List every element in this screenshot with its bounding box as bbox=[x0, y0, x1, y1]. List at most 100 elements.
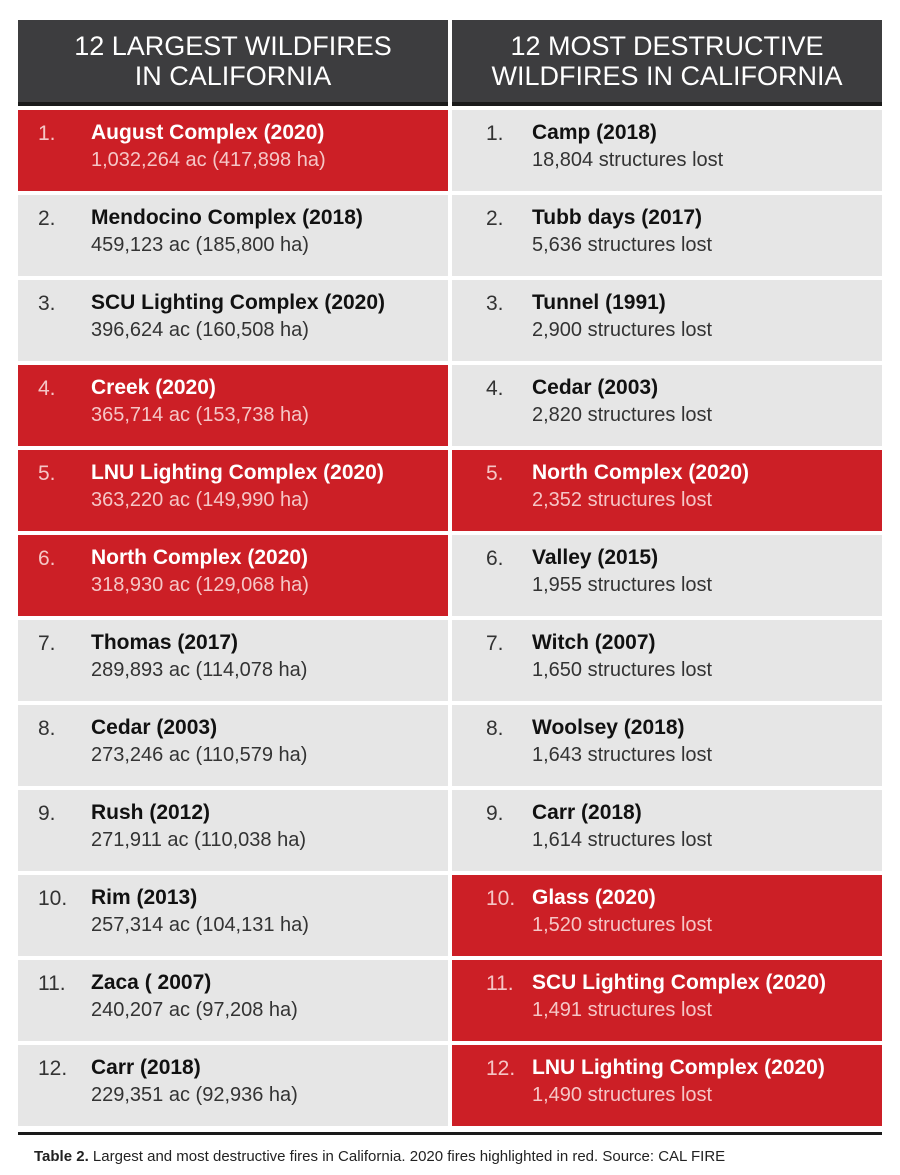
fire-detail: 1,520 structures lost bbox=[532, 914, 713, 936]
fire-detail: 273,246 ac (110,579 ha) bbox=[91, 744, 308, 766]
rank-number: 3. bbox=[38, 292, 56, 315]
fire-name: LNU Lighting Complex (2020) bbox=[532, 1056, 825, 1079]
fire-name: LNU Lighting Complex (2020) bbox=[91, 461, 384, 484]
fire-name: North Complex (2020) bbox=[532, 461, 750, 484]
table-row: 9. Carr (2018) 1,614 structures lost bbox=[452, 790, 882, 871]
table-row: 2. Mendocino Complex (2018) 459,123 ac (18… bbox=[18, 195, 448, 276]
rank-number: 10. bbox=[38, 887, 68, 910]
fire-detail: 1,650 structures lost bbox=[532, 659, 713, 681]
largest-wildfires-rows: 1. August Complex (2020) 1,032,264 ac (417… bbox=[18, 106, 448, 1132]
fire-name: Cedar (2003) bbox=[532, 376, 659, 399]
fire-name: Tubb days (2017) bbox=[532, 206, 702, 229]
fire-name: SCU Lighting Complex (2020) bbox=[91, 291, 386, 314]
table-row: 4. Cedar (2003) 2,820 structures lost bbox=[452, 365, 882, 446]
table-row: 11. SCU Lighting Complex (2020) 1,491 stru… bbox=[452, 960, 882, 1041]
rank-number: 9. bbox=[38, 802, 56, 825]
fire-name: Tunnel (1991) bbox=[532, 291, 666, 314]
fire-detail: 289,893 ac (114,078 ha) bbox=[91, 659, 308, 681]
table-row: 5. LNU Lighting Complex (2020) 363,220 ac … bbox=[18, 450, 448, 531]
fire-name: Mendocino Complex (2018) bbox=[91, 206, 363, 229]
header-line-1: 12 MOST DESTRUCTIVE bbox=[510, 31, 824, 61]
destructive-wildfires-header: 12 MOST DESTRUCTIVE WILDFIRES IN CALIFOR… bbox=[452, 20, 882, 106]
fire-name: North Complex (2020) bbox=[91, 546, 309, 569]
fire-detail: 1,614 structures lost bbox=[532, 829, 713, 851]
table-row: 10. Rim (2013) 257,314 ac (104,131 ha) bbox=[18, 875, 448, 956]
fire-detail: 365,714 ac (153,738 ha) bbox=[91, 404, 309, 426]
fire-name: Witch (2007) bbox=[532, 631, 656, 654]
fire-detail: 1,955 structures lost bbox=[532, 574, 713, 596]
fire-detail: 1,490 structures lost bbox=[532, 1084, 713, 1106]
rank-number: 2. bbox=[486, 207, 504, 230]
fire-name: Rim (2013) bbox=[91, 886, 198, 909]
table-row: 2. Tubb days (2017) 5,636 structures lost bbox=[452, 195, 882, 276]
table-row: 5. North Complex (2020) 2,352 structures l… bbox=[452, 450, 882, 531]
fire-name: Carr (2018) bbox=[91, 1056, 201, 1079]
rank-number: 7. bbox=[486, 632, 504, 655]
table-row: 9. Rush (2012) 271,911 ac (110,038 ha) bbox=[18, 790, 448, 871]
fire-name: Cedar (2003) bbox=[91, 716, 218, 739]
fire-name: Thomas (2017) bbox=[91, 631, 239, 654]
rank-number: 12. bbox=[486, 1057, 516, 1080]
header-line-2: WILDFIRES IN CALIFORNIA bbox=[491, 61, 843, 91]
caption-label: Table 2. bbox=[34, 1148, 89, 1165]
rank-number: 8. bbox=[38, 717, 56, 740]
table-row: 8. Cedar (2003) 273,246 ac (110,579 ha) bbox=[18, 705, 448, 786]
rank-number: 7. bbox=[38, 632, 56, 655]
table-row: 12. LNU Lighting Complex (2020) 1,490 stru… bbox=[452, 1045, 882, 1126]
table-bottom-rule bbox=[18, 1132, 882, 1135]
destructive-wildfires-column: 12 MOST DESTRUCTIVE WILDFIRES IN CALIFOR… bbox=[452, 20, 882, 1132]
fire-name: Zaca ( 2007) bbox=[91, 971, 212, 994]
fire-detail: 1,643 structures lost bbox=[532, 744, 713, 766]
fire-detail: 2,352 structures lost bbox=[532, 489, 713, 511]
rank-number: 6. bbox=[38, 547, 56, 570]
fire-detail: 240,207 ac (97,208 ha) bbox=[91, 999, 298, 1021]
table-row: 12. Carr (2018) 229,351 ac (92,936 ha) bbox=[18, 1045, 448, 1126]
table-row: 8. Woolsey (2018) 1,643 structures lost bbox=[452, 705, 882, 786]
fire-detail: 18,804 structures lost bbox=[532, 149, 724, 171]
fire-detail: 363,220 ac (149,990 ha) bbox=[91, 489, 309, 511]
fire-detail: 257,314 ac (104,131 ha) bbox=[91, 914, 309, 936]
rank-number: 9. bbox=[486, 802, 504, 825]
fire-detail: 1,032,264 ac (417,898 ha) bbox=[91, 149, 326, 171]
fire-detail: 396,624 ac (160,508 ha) bbox=[91, 319, 309, 341]
table-row: 3. Tunnel (1991) 2,900 structures lost bbox=[452, 280, 882, 361]
rank-number: 4. bbox=[486, 377, 504, 400]
fire-detail: 2,820 structures lost bbox=[532, 404, 713, 426]
fire-name: Glass (2020) bbox=[532, 886, 656, 909]
rank-number: 5. bbox=[486, 462, 504, 485]
fire-detail: 5,636 structures lost bbox=[532, 234, 713, 256]
caption-text: Largest and most destructive fires in Ca… bbox=[88, 1148, 726, 1165]
fire-name: Woolsey (2018) bbox=[532, 716, 685, 739]
fire-name: Camp (2018) bbox=[532, 121, 657, 144]
largest-wildfires-column: 12 LARGEST WILDFIRES IN CALIFORNIA 1. Aug… bbox=[18, 20, 448, 1132]
fire-detail: 1,491 structures lost bbox=[532, 999, 713, 1021]
table-row: 6. Valley (2015) 1,955 structures lost bbox=[452, 535, 882, 616]
table-row: 10. Glass (2020) 1,520 structures lost bbox=[452, 875, 882, 956]
rank-number: 2. bbox=[38, 207, 56, 230]
wildfire-table: 12 LARGEST WILDFIRES IN CALIFORNIA 1. Aug… bbox=[18, 20, 882, 1132]
rank-number: 8. bbox=[486, 717, 504, 740]
largest-wildfires-header: 12 LARGEST WILDFIRES IN CALIFORNIA bbox=[18, 20, 448, 106]
rank-number: 5. bbox=[38, 462, 56, 485]
fire-name: Rush (2012) bbox=[91, 801, 211, 824]
table-row: 6. North Complex (2020) 318,930 ac (129,06… bbox=[18, 535, 448, 616]
fire-name: Valley (2015) bbox=[532, 546, 659, 569]
table-caption: Table 2. Largest and most destructive fi… bbox=[34, 1148, 725, 1165]
fire-name: Carr (2018) bbox=[532, 801, 642, 824]
header-line-2: IN CALIFORNIA bbox=[134, 61, 332, 91]
rank-number: 12. bbox=[38, 1057, 68, 1080]
table-row: 7. Thomas (2017) 289,893 ac (114,078 ha) bbox=[18, 620, 448, 701]
table-row: 1. August Complex (2020) 1,032,264 ac (417… bbox=[18, 110, 448, 191]
header-line-1: 12 LARGEST WILDFIRES bbox=[74, 31, 392, 61]
fire-detail: 271,911 ac (110,038 ha) bbox=[91, 829, 306, 851]
table-row: 3. SCU Lighting Complex (2020) 396,624 ac … bbox=[18, 280, 448, 361]
table-row: 1. Camp (2018) 18,804 structures lost bbox=[452, 110, 882, 191]
rank-number: 10. bbox=[486, 887, 516, 910]
rank-number: 1. bbox=[486, 122, 504, 145]
rank-number: 1. bbox=[38, 122, 56, 145]
table-row: 11. Zaca ( 2007) 240,207 ac (97,208 ha) bbox=[18, 960, 448, 1041]
fire-name: Creek (2020) bbox=[91, 376, 216, 399]
fire-detail: 318,930 ac (129,068 ha) bbox=[91, 574, 309, 596]
destructive-wildfires-rows: 1. Camp (2018) 18,804 structures lost 2. Tub… bbox=[452, 106, 882, 1132]
fire-name: August Complex (2020) bbox=[91, 121, 325, 144]
